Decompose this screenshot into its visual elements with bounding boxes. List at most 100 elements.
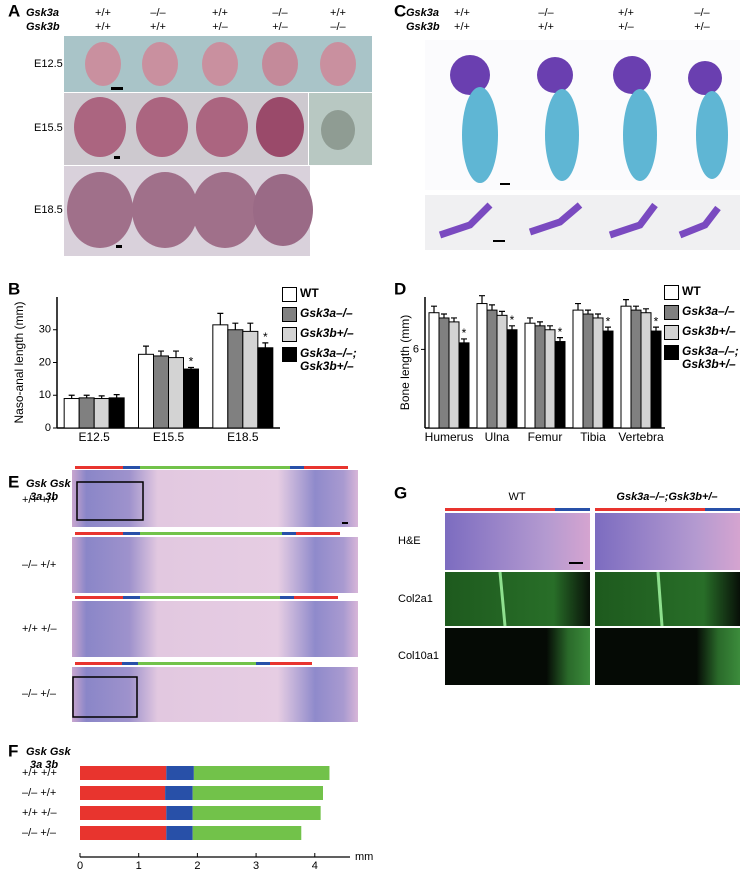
y-tick-label: –/– +/+ [22, 787, 56, 799]
skull [613, 56, 651, 94]
bar [428, 312, 440, 429]
bar [458, 342, 470, 429]
legend-swatch [664, 305, 679, 320]
col10a1-image [445, 628, 590, 685]
label: Gsk3a [406, 7, 439, 19]
x-tick-label: Tibia [580, 430, 606, 444]
scale-bar [114, 156, 120, 159]
error-bar [158, 350, 164, 356]
error-bar [633, 305, 639, 311]
x-tick-label: E12.5 [78, 430, 110, 444]
skeleton-photos [425, 40, 740, 250]
y-tick-label: 0 [45, 422, 51, 434]
error-bar [623, 299, 629, 307]
legend-item: WT [282, 287, 362, 302]
x-tick-label: 2 [194, 860, 200, 872]
scale-bar [493, 240, 505, 242]
limb [528, 202, 583, 236]
label: +/– [694, 21, 710, 33]
col10a1-image [595, 628, 740, 685]
label: Col2a1 [398, 593, 433, 605]
skull [537, 57, 573, 93]
limb [678, 205, 721, 239]
inset-box [72, 676, 138, 718]
bar [108, 397, 125, 429]
label: +/+ [454, 7, 470, 19]
label: WT [508, 491, 525, 503]
label: C [394, 1, 406, 20]
embryo [74, 97, 126, 157]
bar [534, 325, 546, 429]
photo-area [425, 195, 740, 250]
bar-segment [192, 806, 321, 820]
label: +/+ [454, 21, 470, 33]
label: Gsk3b [26, 21, 60, 33]
y-tick-label: 30 [39, 324, 51, 336]
limb [608, 202, 658, 239]
bar-segment [192, 786, 323, 800]
section [72, 470, 358, 527]
error-bar [113, 393, 120, 398]
bar [78, 397, 95, 429]
y-tick-label: 6 [413, 343, 419, 355]
zone-bar [75, 662, 312, 665]
legend-item: Gsk3a–/–; Gsk3b+/– [282, 347, 362, 373]
label: B [8, 279, 20, 298]
significance: * [462, 326, 467, 340]
label: H&E [398, 535, 421, 547]
bar-segment [166, 826, 193, 840]
error-bar [479, 295, 485, 304]
bar-segment [193, 766, 330, 780]
legend: WT Gsk3a–/– Gsk3b+/– Gsk3a–/–; Gsk3b+/– [282, 287, 362, 378]
error-bar [547, 325, 553, 330]
y-axis-label: Bone length (mm) [398, 315, 412, 410]
bar [640, 312, 652, 429]
label: 3a 3b [30, 491, 58, 503]
embryo [142, 42, 178, 86]
label: +/– [272, 21, 288, 33]
legend-item: Gsk3a–/– [282, 307, 362, 322]
bar [183, 368, 199, 429]
skeleton-body [545, 89, 579, 181]
legend-item: Gsk3b+/– [664, 325, 740, 340]
significance: * [263, 330, 268, 344]
error-bar [247, 322, 254, 332]
bar [438, 317, 450, 429]
error-bar [68, 394, 75, 399]
signal-line [498, 571, 507, 627]
inset-box [76, 481, 144, 521]
y-tick-label: 10 [39, 389, 51, 401]
col2a1-image [445, 572, 590, 626]
bar [602, 330, 614, 429]
label: Gsk Gsk [26, 478, 72, 490]
label: E12.5 [34, 58, 63, 70]
y-tick-label: –/– +/– [22, 827, 57, 839]
error-bar [143, 345, 149, 355]
error-bar [461, 338, 467, 343]
embryo [262, 42, 298, 86]
legend-item: Gsk3a–/– [664, 305, 740, 320]
label: +/+ [538, 21, 554, 33]
embryo [256, 97, 304, 157]
error-bar [431, 305, 437, 313]
x-tick-label: 4 [312, 860, 318, 872]
bar [212, 324, 229, 429]
limb [438, 202, 493, 239]
scale-bar [342, 522, 348, 524]
legend-label: Gsk3b+/– [682, 324, 736, 338]
x-tick-label: E15.5 [153, 430, 185, 444]
embryo [132, 172, 198, 248]
col2a1-image [595, 572, 740, 626]
error-bar [499, 310, 505, 316]
embryo [253, 174, 313, 246]
error-bar [509, 325, 515, 330]
legend-swatch [282, 347, 297, 362]
bar [138, 353, 154, 429]
label: Gsk3a–/–;Gsk3b+/– [616, 491, 717, 503]
x-axis-label: mm [355, 851, 373, 863]
embryo [192, 172, 258, 248]
bar [153, 355, 169, 429]
label: E18.5 [34, 204, 63, 216]
bar-segment [80, 826, 167, 840]
